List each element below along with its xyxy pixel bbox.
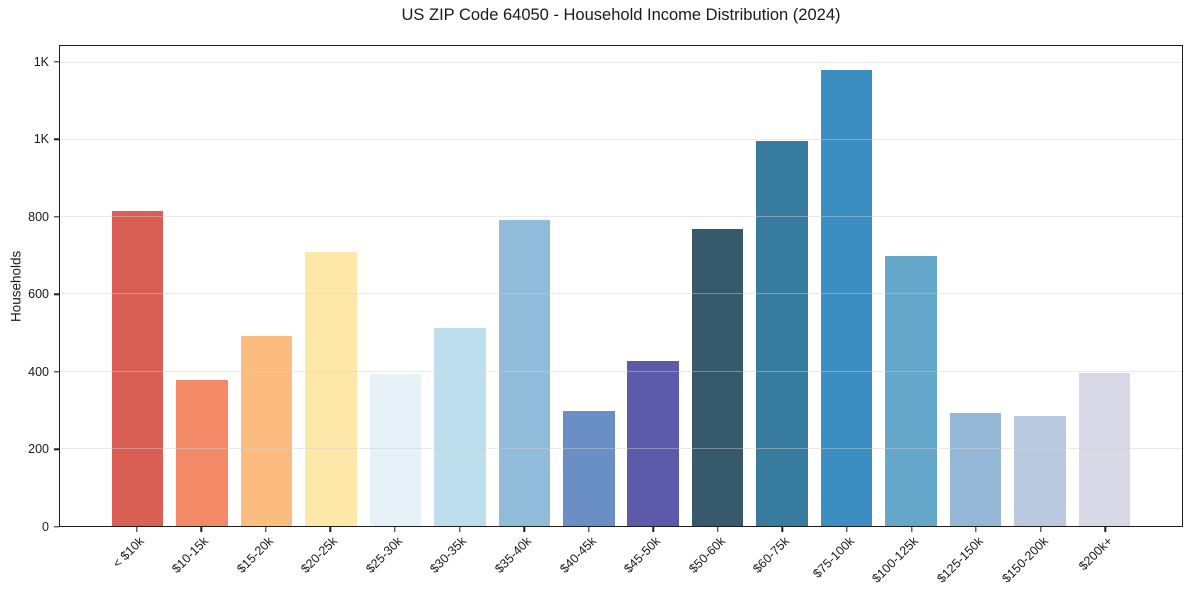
x-tick-mark — [200, 527, 203, 532]
bar-15 — [1014, 416, 1066, 526]
x-tick-label: $35-40k — [492, 534, 535, 576]
x-tick-label: $30-35k — [427, 534, 470, 576]
bar-4 — [305, 251, 357, 526]
bar-8 — [562, 410, 615, 526]
y-tick-label: 600 — [28, 287, 49, 302]
y-axis: 0 200 400 600 800 1K 1K — [0, 45, 59, 534]
x-tick-label: $40-45k — [556, 534, 599, 576]
y-tick-mark — [54, 138, 59, 140]
gridline — [60, 293, 1182, 295]
y-tick-label: 1K — [33, 132, 49, 147]
x-tick-label: $100-125k — [869, 534, 922, 586]
gridline — [60, 138, 1182, 140]
x-tick-label: $45-50k — [621, 534, 664, 576]
y-tick-label: 0 — [42, 520, 49, 534]
bar-13 — [885, 255, 937, 526]
chart-title: US ZIP Code 64050 - Household Income Dis… — [401, 6, 841, 24]
x-tick-mark — [652, 527, 654, 532]
x-tick-label: $200k+ — [1075, 534, 1116, 574]
bar-7 — [498, 219, 551, 526]
y-tick-label: 400 — [28, 364, 49, 379]
bar-16 — [1078, 373, 1131, 526]
bar-6 — [434, 327, 486, 526]
x-tick-label: $20-25k — [298, 534, 341, 576]
plot-area — [59, 45, 1183, 527]
x-tick-mark — [1039, 527, 1042, 532]
x-tick-mark — [588, 527, 590, 532]
x-tick-mark — [265, 527, 267, 532]
x-tick-label: < $10k — [109, 534, 147, 571]
x-tick-label: $150-200k — [998, 534, 1051, 586]
x-tick-mark — [394, 527, 396, 532]
gridline — [60, 370, 1182, 372]
y-tick-label: 1K — [33, 54, 49, 69]
y-tick-mark — [54, 448, 59, 451]
x-tick-label: $60-75k — [750, 534, 793, 576]
x-tick-label: $10-15k — [169, 534, 212, 576]
x-tick-label: $75-100k — [810, 534, 857, 581]
x-tick-mark — [523, 527, 525, 532]
y-tick-label: 200 — [28, 442, 49, 457]
x-tick-mark — [136, 527, 138, 532]
x-tick-label: $50-60k — [685, 534, 728, 576]
y-tick-mark — [54, 216, 59, 218]
x-tick-mark — [846, 527, 848, 532]
bar-9 — [627, 361, 680, 526]
gridline — [60, 216, 1182, 218]
bar-12 — [820, 69, 873, 526]
x-tick-mark — [329, 527, 332, 532]
y-tick-mark — [54, 371, 59, 373]
x-tick-label: $15-20k — [233, 534, 276, 576]
bar-14 — [949, 413, 1002, 526]
x-tick-mark — [1104, 527, 1106, 532]
x-tick-mark — [975, 527, 977, 532]
y-tick-mark — [54, 526, 59, 528]
bar-1 — [111, 211, 164, 526]
bar-10 — [691, 228, 744, 526]
x-tick-mark — [717, 527, 719, 532]
y-tick-mark — [54, 293, 59, 296]
gridline — [60, 447, 1182, 449]
bar-11 — [756, 140, 808, 526]
x-tick-mark — [458, 527, 461, 532]
x-axis: < $10k $10-15k $15-20k $20-25k $25-30k $30-35… — [59, 527, 1183, 590]
x-tick-label: $125-150k — [934, 534, 986, 586]
bar-3 — [240, 336, 293, 526]
gridline — [60, 61, 1182, 63]
bar-2 — [176, 379, 228, 526]
y-tick-mark — [54, 60, 59, 63]
bar-5 — [369, 374, 422, 526]
x-tick-label: $25-30k — [363, 534, 405, 576]
y-tick-label: 800 — [28, 209, 49, 224]
x-tick-mark — [910, 527, 913, 532]
x-tick-mark — [781, 527, 784, 532]
